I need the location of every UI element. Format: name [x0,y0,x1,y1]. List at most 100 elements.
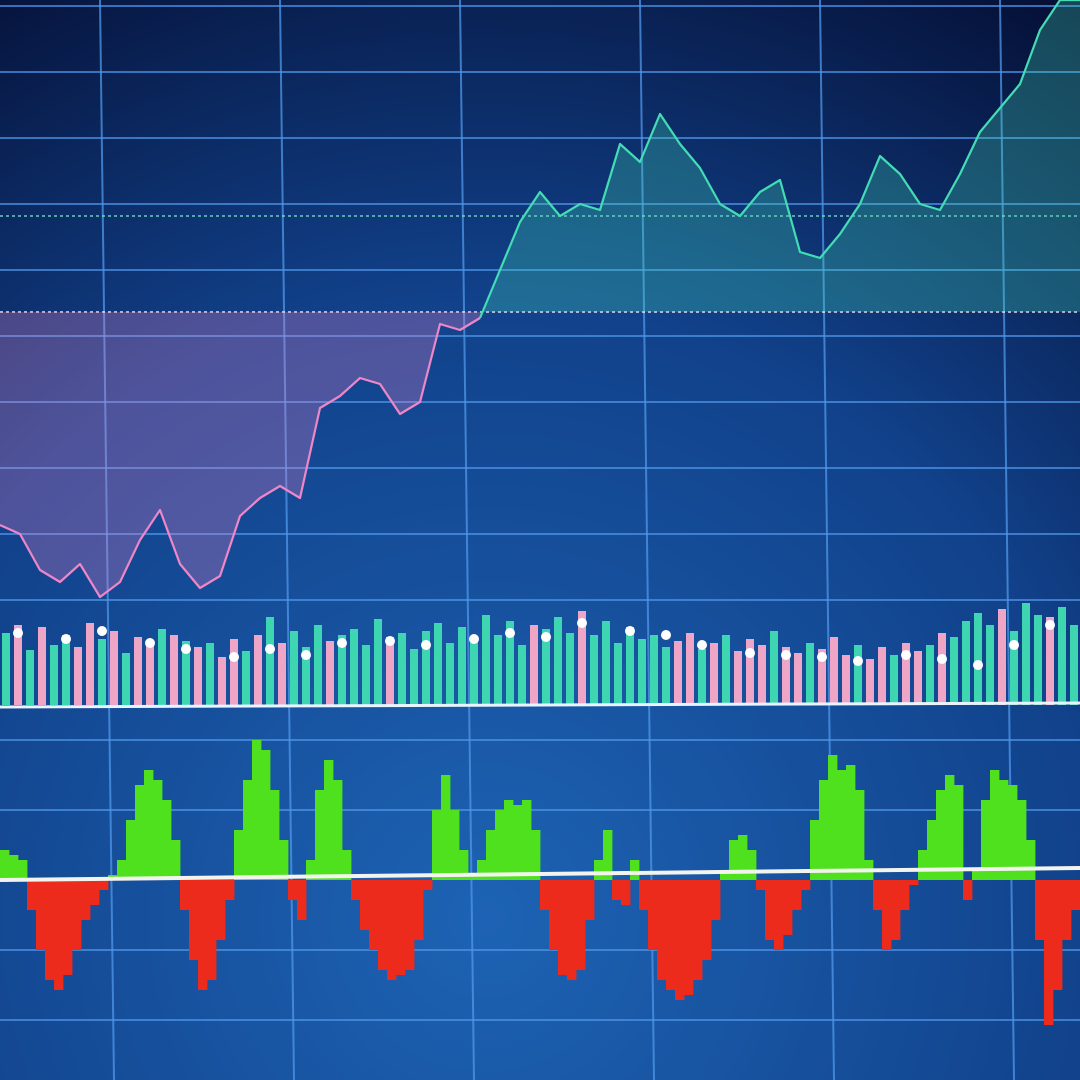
oscillator-bar [990,770,1000,880]
oscillator-bar [747,850,757,880]
oscillator-bar [540,880,550,910]
oscillator-bar [297,880,307,920]
volume-bar [770,631,778,705]
volume-dot [385,636,395,646]
oscillator-bar [585,880,595,920]
volume-bar [806,643,814,705]
volume-bar [578,611,586,705]
volume-bar [638,639,646,705]
oscillator-bar [27,880,37,910]
oscillator-bar [324,760,334,880]
oscillator-bar [666,880,676,990]
oscillator-bar [396,880,406,975]
volume-dot [265,644,275,654]
oscillator-bar [342,850,352,880]
oscillator-bar [873,880,883,910]
volume-dot [1045,620,1055,630]
oscillator-bar [216,880,226,940]
volume-bar [878,647,886,705]
volume-dot [661,630,671,640]
oscillator-bar [783,880,793,935]
oscillator-bar [810,820,820,880]
volume-bar [530,625,538,705]
volume-bar [350,629,358,705]
volume-bar [710,643,718,705]
volume-bar [374,619,382,705]
volume-dot [421,640,431,650]
oscillator-bar [657,880,667,980]
volume-bar [194,647,202,705]
volume-bar [746,639,754,705]
volume-bar [758,645,766,705]
volume-bar [254,635,262,705]
volume-bar [518,645,526,705]
oscillator-bar [1062,880,1072,940]
volume-dot [697,640,707,650]
oscillator-bar [603,830,613,880]
oscillator-bar [1008,785,1018,880]
oscillator-bar [99,880,109,890]
oscillator-bar [387,880,397,980]
volume-bar [26,650,34,705]
volume-dot [469,634,479,644]
volume-bar [830,637,838,705]
oscillator-bar [414,880,424,940]
oscillator-bar [774,880,784,950]
volume-bar [566,633,574,705]
volume-bar [134,637,142,705]
volume-bar [206,643,214,705]
volume-bar [362,645,370,705]
oscillator-bar [261,750,271,880]
volume-dot [1009,640,1019,650]
volume-bar [422,631,430,705]
volume-dot [505,628,515,638]
volume-dot [937,654,947,664]
volume-bar [482,615,490,705]
oscillator-bar [1071,880,1080,910]
volume-bar [974,613,982,705]
price-line [478,0,1080,319]
oscillator-bar [819,780,829,880]
volume-bar [50,645,58,705]
volume-bar [158,629,166,705]
oscillator-bar [405,880,415,970]
volume-bar [1022,603,1030,705]
oscillator-bar [954,785,964,880]
volume-dot [817,652,827,662]
zero-line [0,866,1080,882]
volume-bar [602,621,610,705]
oscillator-bar [144,770,154,880]
volume-dot [973,660,983,670]
volume-bar [278,643,286,705]
volume-dot [781,650,791,660]
price-area [480,0,1080,318]
volume-bar [110,631,118,705]
volume-bar [542,629,550,705]
oscillator-bar [207,880,217,980]
volume-bar [230,639,238,705]
plots [0,0,1080,1025]
oscillator-bar [639,880,649,910]
oscillator-bar [306,860,316,880]
oscillator-bar [612,880,622,900]
oscillator-bar [720,870,730,880]
volume-bar [122,653,130,705]
oscillator-bar [72,880,82,950]
volume-bar [1046,617,1054,705]
oscillator-bar [18,860,28,880]
oscillator-bar [450,810,460,880]
oscillator-bar [630,860,640,880]
oscillator-bar [369,880,379,950]
oscillator-bar [495,810,505,880]
oscillator-bar [513,805,523,880]
oscillator-bar [378,880,388,970]
volume-dot [145,638,155,648]
volume-dot [229,652,239,662]
oscillator-bar [135,785,145,880]
volume-dot [745,648,755,658]
oscillator-bar [576,880,586,970]
oscillator-bar [918,850,928,880]
volume-bar [170,635,178,705]
volume-dot [13,628,23,638]
